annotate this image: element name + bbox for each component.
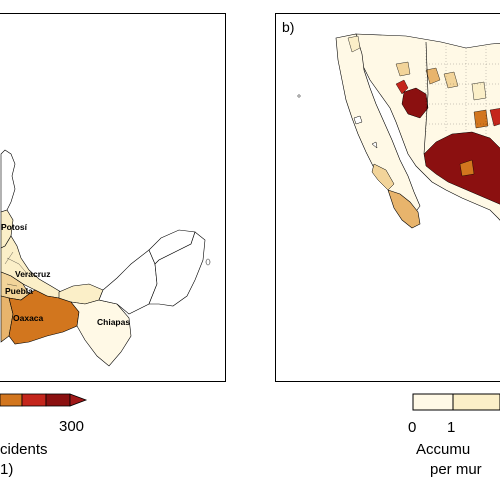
baja-california bbox=[335, 33, 421, 215]
label-chiapas: Chiapas bbox=[97, 317, 130, 327]
map-panel-b: b) bbox=[275, 13, 500, 382]
colorbar-b-title-line1: Accumu bbox=[416, 441, 471, 458]
municipio-red-2 bbox=[489, 108, 500, 127]
colorbar-b-tick-0: 0 bbox=[408, 419, 417, 436]
label-puebla: Puebla bbox=[5, 286, 33, 296]
colorbar-b bbox=[412, 393, 500, 411]
municipio-tan-5 bbox=[471, 81, 487, 101]
municipio-orange-2 bbox=[459, 159, 475, 177]
map-panel-a: Potosí Veracruz Puebla Oaxaca Chiapas bbox=[0, 13, 226, 382]
colorbar-b-tick-1: 1 bbox=[447, 419, 456, 436]
label-potosi: Potosí bbox=[1, 222, 28, 232]
label-veracruz: Veracruz bbox=[15, 269, 50, 279]
map-b-svg bbox=[297, 33, 500, 229]
baja-mid-region bbox=[371, 163, 395, 191]
colorbar-a bbox=[0, 393, 88, 407]
municipio-dark-1 bbox=[401, 87, 429, 119]
colorbar-a-title-line2: 1) bbox=[0, 461, 14, 478]
island-cozumel bbox=[205, 258, 211, 266]
colorbar-a-title-line1: cidents bbox=[0, 441, 48, 458]
state-quintana-roo bbox=[148, 231, 206, 307]
state-chiapas bbox=[70, 299, 132, 367]
label-oaxaca: Oaxaca bbox=[13, 313, 44, 323]
map-a-svg: Potosí Veracruz Puebla Oaxaca Chiapas bbox=[0, 149, 211, 367]
municipio-orange-1 bbox=[473, 109, 489, 129]
municipio-tan-1 bbox=[347, 35, 361, 53]
municipio-red-1 bbox=[395, 79, 409, 95]
baja-sur-region bbox=[387, 189, 421, 229]
panel-b-letter: b) bbox=[282, 19, 295, 35]
municipio-tan-2 bbox=[395, 61, 411, 77]
colorbar-b-title-line2: per mur bbox=[430, 461, 482, 478]
state-tamaulipas bbox=[0, 149, 16, 213]
municipio-tan-3 bbox=[425, 67, 441, 85]
colorbar-a-tick-300: 300 bbox=[59, 418, 85, 435]
